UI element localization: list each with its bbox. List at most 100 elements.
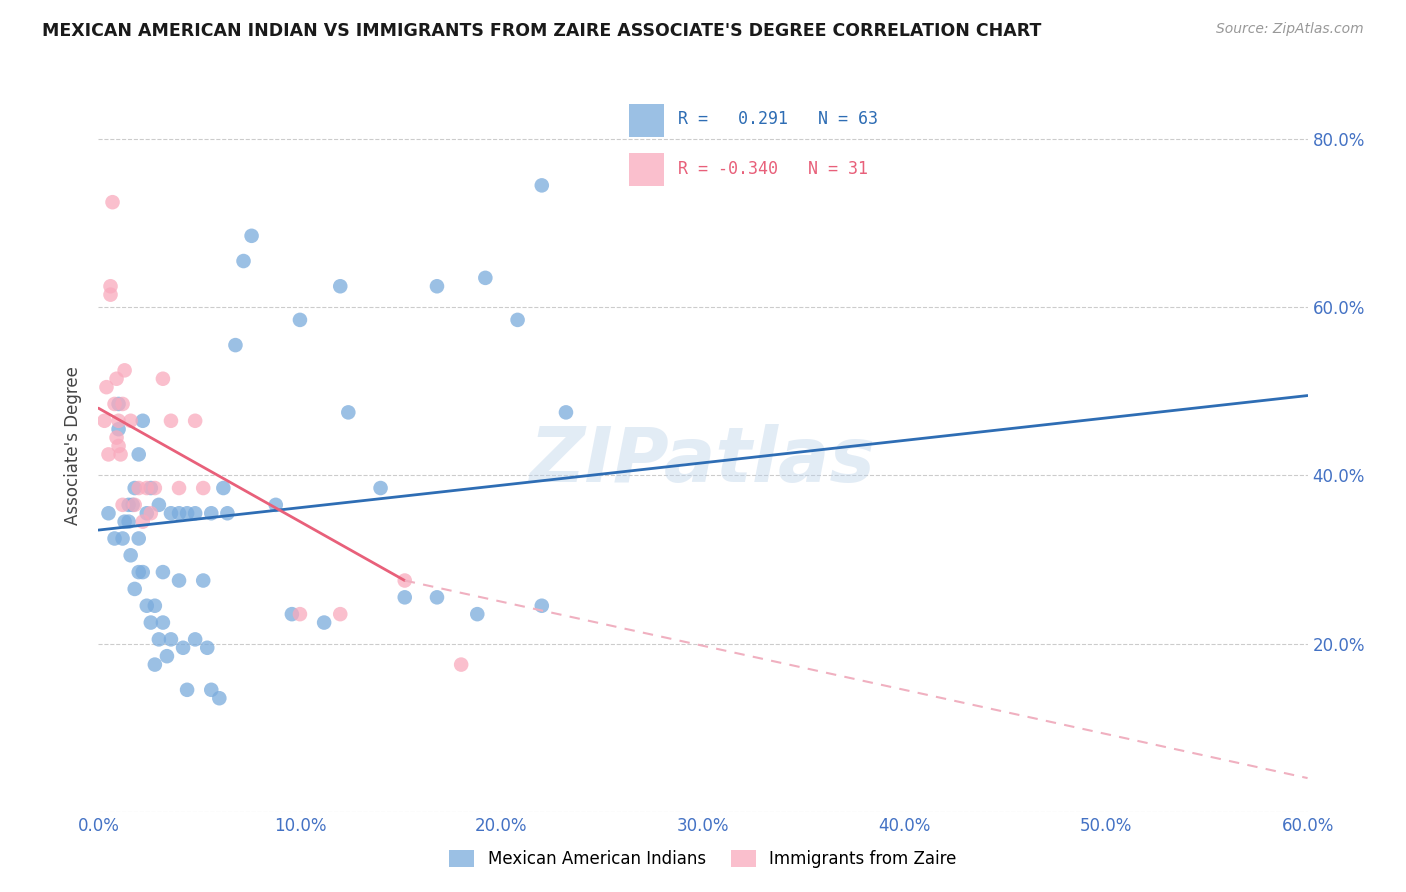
Point: [224, 338, 246, 352]
Point: [128, 532, 150, 546]
Point: [217, 506, 239, 520]
Point: [111, 532, 134, 546]
Point: [172, 640, 194, 655]
Point: [232, 254, 254, 268]
Point: [120, 549, 142, 563]
Point: [111, 498, 134, 512]
Point: [200, 506, 222, 520]
Point: [124, 498, 146, 512]
Point: [167, 506, 190, 520]
Point: [132, 414, 155, 428]
FancyBboxPatch shape: [630, 104, 664, 136]
Point: [167, 574, 190, 588]
Point: [114, 515, 136, 529]
Point: [184, 506, 207, 520]
FancyBboxPatch shape: [630, 153, 664, 186]
Point: [474, 270, 496, 285]
Point: [97, 506, 120, 520]
Point: [118, 498, 141, 512]
Point: [105, 431, 128, 445]
Text: R =   0.291   N = 63: R = 0.291 N = 63: [678, 111, 879, 128]
Point: [184, 632, 207, 647]
Legend: Mexican American Indians, Immigrants from Zaire: Mexican American Indians, Immigrants fro…: [443, 843, 963, 875]
Text: Source: ZipAtlas.com: Source: ZipAtlas.com: [1216, 22, 1364, 37]
Point: [450, 657, 472, 672]
Point: [124, 582, 146, 596]
Point: [152, 372, 174, 386]
Point: [101, 195, 124, 210]
Y-axis label: Associate's Degree: Associate's Degree: [65, 367, 83, 525]
Point: [200, 682, 222, 697]
Text: ZIPatlas: ZIPatlas: [530, 424, 876, 498]
Point: [148, 498, 170, 512]
Point: [124, 481, 146, 495]
Point: [107, 414, 129, 428]
Point: [139, 506, 162, 520]
Point: [506, 313, 529, 327]
Point: [555, 405, 578, 419]
Point: [530, 599, 553, 613]
Point: [143, 657, 166, 672]
Point: [128, 447, 150, 461]
Point: [135, 481, 157, 495]
Point: [329, 607, 352, 622]
Point: [160, 414, 183, 428]
Point: [121, 498, 143, 512]
Point: [184, 414, 207, 428]
Point: [143, 481, 166, 495]
Point: [114, 363, 136, 377]
Point: [288, 607, 311, 622]
Point: [110, 447, 132, 461]
Point: [465, 607, 488, 622]
Point: [96, 380, 118, 394]
Point: [132, 565, 155, 579]
Point: [97, 447, 120, 461]
Point: [394, 591, 416, 605]
Point: [118, 515, 141, 529]
Point: [530, 178, 553, 193]
Point: [193, 481, 215, 495]
Point: [152, 565, 174, 579]
Point: [139, 615, 162, 630]
Point: [195, 640, 218, 655]
Point: [135, 599, 157, 613]
Point: [120, 414, 142, 428]
Point: [139, 481, 162, 495]
Point: [176, 682, 198, 697]
Point: [111, 397, 134, 411]
Point: [148, 632, 170, 647]
Point: [152, 615, 174, 630]
Point: [156, 649, 179, 664]
Point: [160, 632, 183, 647]
Point: [132, 515, 155, 529]
Text: MEXICAN AMERICAN INDIAN VS IMMIGRANTS FROM ZAIRE ASSOCIATE'S DEGREE CORRELATION : MEXICAN AMERICAN INDIAN VS IMMIGRANTS FR…: [42, 22, 1042, 40]
Point: [394, 574, 416, 588]
Point: [176, 506, 198, 520]
Point: [105, 372, 128, 386]
Point: [107, 397, 129, 411]
Point: [93, 414, 115, 428]
Point: [288, 313, 311, 327]
Point: [314, 615, 336, 630]
Text: R = -0.340   N = 31: R = -0.340 N = 31: [678, 160, 869, 178]
Point: [167, 481, 190, 495]
Point: [143, 599, 166, 613]
Point: [426, 591, 449, 605]
Point: [208, 691, 231, 706]
Point: [128, 481, 150, 495]
Point: [240, 228, 263, 243]
Point: [193, 574, 215, 588]
Point: [103, 532, 125, 546]
Point: [107, 439, 129, 453]
Point: [107, 422, 129, 436]
Point: [281, 607, 304, 622]
Point: [100, 287, 122, 301]
Point: [212, 481, 235, 495]
Point: [426, 279, 449, 293]
Point: [160, 506, 183, 520]
Point: [370, 481, 392, 495]
Point: [100, 279, 122, 293]
Point: [264, 498, 287, 512]
Point: [103, 397, 125, 411]
Point: [329, 279, 352, 293]
